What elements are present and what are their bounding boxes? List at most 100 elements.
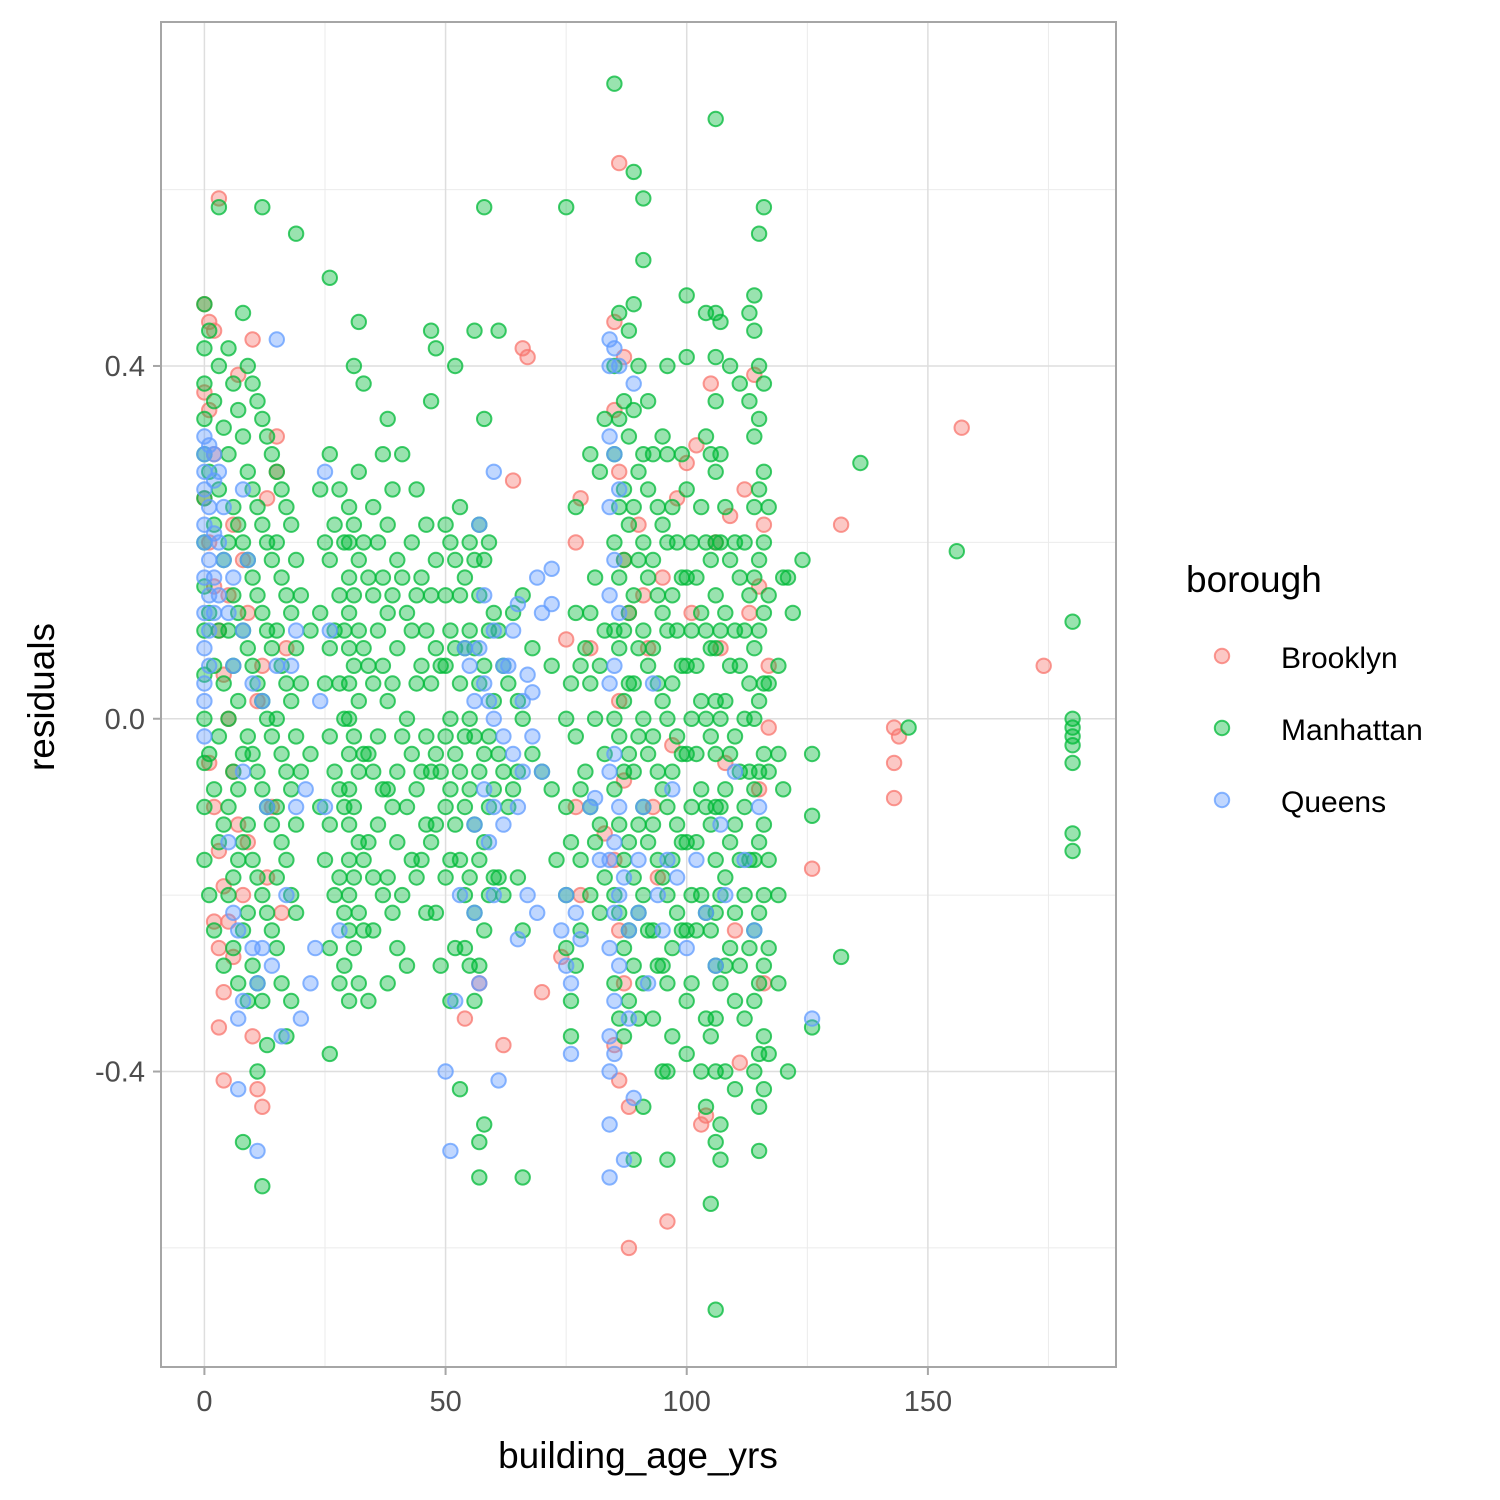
- data-point: [287, 798, 305, 816]
- data-point: [210, 587, 228, 604]
- data-point: [278, 886, 295, 904]
- data-point: [340, 710, 358, 727]
- data-point: [442, 992, 459, 1010]
- data-point: [442, 534, 459, 551]
- data-point: [456, 886, 474, 904]
- data-point: [741, 587, 758, 604]
- data-point: [258, 1036, 276, 1054]
- data-point: [606, 975, 623, 992]
- data-point: [770, 657, 787, 674]
- data-point: [336, 904, 353, 921]
- data-point: [654, 957, 671, 974]
- data-point: [731, 569, 748, 586]
- data-point: [360, 745, 377, 763]
- data-point: [249, 675, 266, 692]
- data-point: [215, 957, 232, 974]
- data-point: [514, 922, 531, 939]
- data-point: [755, 816, 773, 833]
- data-point: [639, 481, 657, 498]
- data-point: [456, 1010, 474, 1027]
- data-point: [755, 463, 773, 480]
- data-point: [379, 692, 396, 710]
- data-point: [635, 251, 652, 269]
- data-point: [755, 675, 773, 692]
- data-point: [427, 816, 445, 833]
- data-point: [201, 498, 218, 516]
- data-point: [476, 657, 493, 674]
- data-point: [702, 1195, 719, 1213]
- data-point: [263, 957, 281, 974]
- data-point: [278, 498, 295, 516]
- data-point: [630, 357, 647, 375]
- data-point: [394, 446, 411, 463]
- data-point: [398, 957, 416, 974]
- data-point: [702, 375, 719, 392]
- data-point: [582, 886, 599, 904]
- data-point: [389, 551, 406, 569]
- data-point: [244, 745, 261, 763]
- data-point: [268, 657, 285, 674]
- data-point: [234, 763, 252, 780]
- data-point: [697, 428, 715, 445]
- data-point: [447, 551, 464, 569]
- data-point: [664, 498, 681, 516]
- data-point: [495, 763, 512, 780]
- data-point: [625, 957, 642, 974]
- data-point: [437, 1063, 454, 1080]
- data-point: [760, 763, 777, 780]
- data-point: [384, 481, 401, 498]
- data-point: [384, 904, 401, 921]
- data-point: [254, 886, 271, 904]
- data-point: [750, 622, 768, 639]
- data-point: [215, 419, 232, 436]
- data-point: [205, 472, 223, 489]
- data-point: [369, 728, 387, 745]
- data-point: [659, 357, 676, 375]
- data-point: [365, 675, 382, 692]
- data-point: [707, 1010, 724, 1027]
- data-point: [268, 622, 285, 639]
- data-point: [509, 763, 527, 780]
- data-point: [422, 322, 440, 339]
- data-point: [355, 640, 372, 657]
- data-point: [249, 1142, 266, 1160]
- data-point: [234, 304, 252, 322]
- data-point: [316, 851, 334, 869]
- data-point: [736, 481, 753, 498]
- data-point: [292, 675, 310, 692]
- data-point: [215, 816, 232, 833]
- data-point: [205, 322, 223, 339]
- data-point: [625, 675, 642, 692]
- data-point: [369, 816, 387, 833]
- data-point: [340, 816, 358, 833]
- data-point: [712, 313, 729, 331]
- data-point: [456, 939, 474, 957]
- data-point: [201, 622, 218, 639]
- data-point: [268, 331, 285, 348]
- data-point: [312, 798, 329, 816]
- data-point: [466, 322, 483, 339]
- data-point: [712, 622, 729, 639]
- data-point: [205, 604, 223, 622]
- data-point: [394, 569, 411, 586]
- data-point: [321, 446, 338, 463]
- data-point: [413, 569, 430, 586]
- legend-key: [1213, 647, 1231, 665]
- data-point: [326, 516, 343, 533]
- data-point: [562, 834, 580, 851]
- data-point: [258, 428, 276, 445]
- data-point: [249, 1081, 266, 1098]
- data-point: [712, 710, 729, 727]
- data-point: [668, 622, 686, 639]
- data-point: [244, 957, 261, 974]
- data-point: [312, 692, 329, 710]
- data-point: [509, 869, 527, 886]
- data-point: [220, 886, 237, 904]
- data-point: [731, 1054, 748, 1071]
- data-point: [885, 754, 903, 772]
- data-point: [639, 834, 657, 851]
- data-point: [451, 763, 469, 780]
- data-point: [495, 728, 512, 745]
